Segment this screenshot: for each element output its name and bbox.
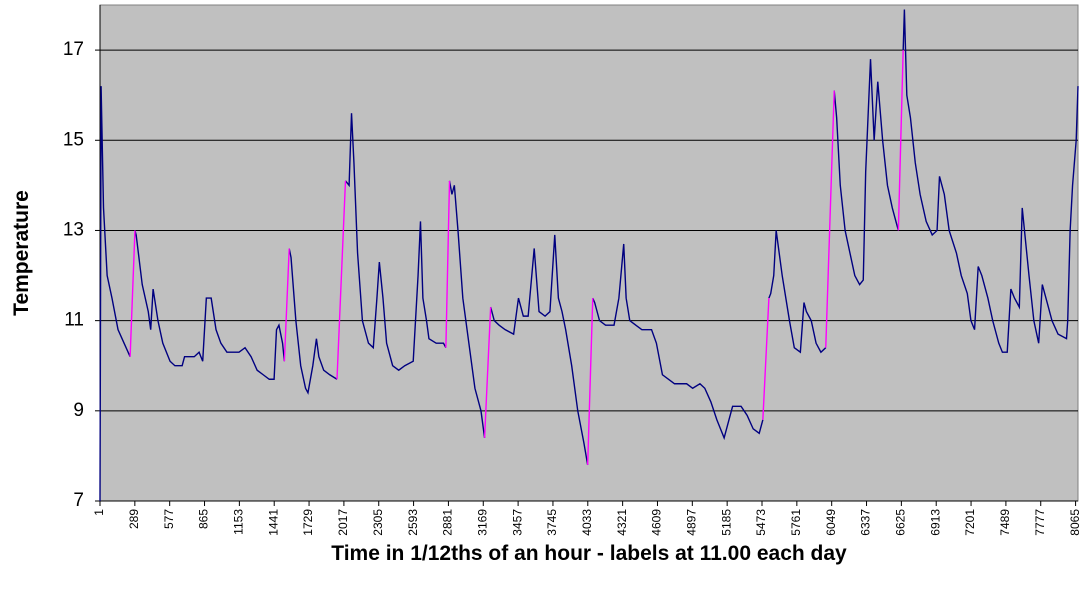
data-line <box>129 50 904 465</box>
y-tick-label: 15 <box>63 129 84 150</box>
y-axis-label: Temperature <box>10 190 33 316</box>
x-tick-label: 8065 <box>1068 509 1082 536</box>
x-tick-label: 5761 <box>789 509 803 536</box>
x-tick-label: 2305 <box>371 509 385 536</box>
x-tick-label: 6913 <box>928 509 942 536</box>
x-axis-label: Time in 1/12ths of an hour - labels at 1… <box>331 542 847 565</box>
y-tick-label: 13 <box>63 219 84 240</box>
data-line <box>99 9 1079 502</box>
x-tick-label: 1 <box>92 509 106 516</box>
y-tick-label: 17 <box>63 39 84 60</box>
x-tick-label: 2593 <box>406 509 420 536</box>
y-tick-label: 9 <box>73 400 84 421</box>
y-tick-label: 7 <box>73 490 84 511</box>
x-tick-label: 4033 <box>580 509 594 536</box>
x-tick-label: 577 <box>162 509 176 529</box>
x-tick-label: 1441 <box>266 509 280 536</box>
x-tick-label: 3457 <box>510 509 524 536</box>
x-tick-label: 7201 <box>963 509 977 536</box>
x-tick-label: 6049 <box>824 509 838 536</box>
x-tick-label: 3745 <box>545 509 559 536</box>
x-tick-label: 4897 <box>684 509 698 536</box>
x-tick-label: 5185 <box>719 509 733 536</box>
x-tick-label: 6625 <box>894 509 908 536</box>
x-tick-label: 4321 <box>615 509 629 536</box>
x-tick-label: 5473 <box>754 509 768 536</box>
x-tick-label: 1153 <box>232 509 246 535</box>
x-tick-label: 3169 <box>475 509 489 536</box>
x-tick-label: 1729 <box>301 509 315 536</box>
x-tick-label: 7777 <box>1033 509 1047 536</box>
x-tick-label: 4609 <box>650 509 664 536</box>
x-tick-label: 2881 <box>441 509 455 536</box>
x-tick-label: 6337 <box>859 509 873 536</box>
x-tick-label: 2017 <box>336 509 350 536</box>
x-tick-label: 865 <box>197 509 211 529</box>
x-tick-label: 289 <box>127 509 141 529</box>
y-tick-label: 11 <box>64 310 84 331</box>
x-tick-label: 7489 <box>998 509 1012 536</box>
